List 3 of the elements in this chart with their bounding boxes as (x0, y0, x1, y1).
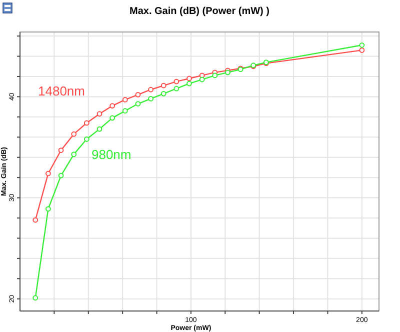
series-label: 1480nm (38, 83, 86, 98)
chart-title: Max. Gain (dB) (Power (mW) ) (130, 6, 270, 17)
series-label: 980nm (91, 147, 132, 162)
